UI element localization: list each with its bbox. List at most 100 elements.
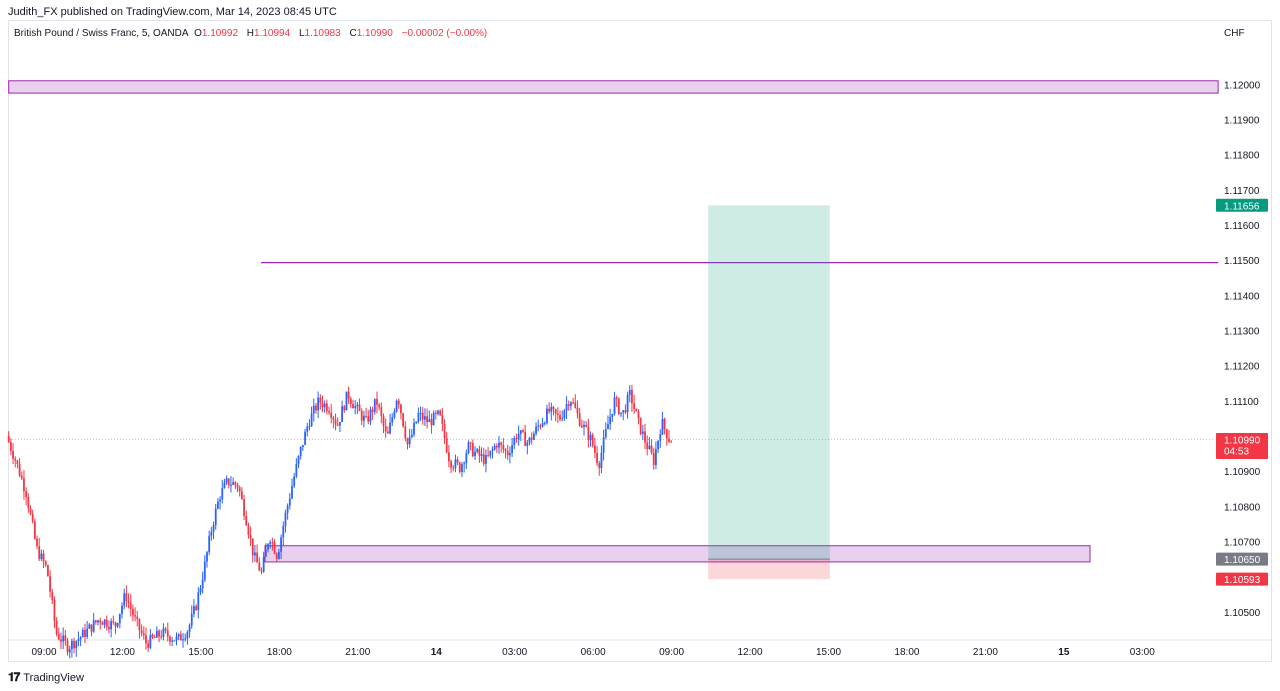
candle-body: [182, 639, 184, 641]
candle-body: [186, 632, 189, 639]
publisher-header: Judith_FX published on TradingView.com, …: [8, 6, 337, 18]
candle-body: [155, 630, 158, 638]
candle-body: [626, 394, 629, 413]
candle-body: [602, 437, 605, 453]
candle-body: [14, 458, 17, 461]
last-price-tag-bg: [1216, 433, 1268, 460]
candle-body: [517, 433, 520, 440]
candle-body: [212, 525, 215, 532]
entry-price-tag-bg: [1216, 552, 1268, 566]
candle-body: [604, 429, 607, 438]
candle-body: [312, 405, 315, 414]
candle-body: [461, 464, 463, 473]
candle-body: [53, 600, 56, 621]
candle-body: [195, 606, 198, 610]
candle-body: [97, 620, 99, 623]
candle-body: [254, 552, 256, 556]
time-tick-label: 21:00: [973, 647, 998, 658]
candle-body: [500, 442, 503, 446]
candle-body: [565, 404, 568, 411]
candle-body: [310, 413, 313, 427]
candle-body: [332, 417, 335, 420]
target-price-tag-bg: [1216, 198, 1268, 212]
candle-body: [415, 421, 418, 424]
candle-body: [84, 629, 86, 637]
candle-body: [509, 453, 511, 456]
last-price-tag: 1.10990: [1224, 436, 1261, 447]
candle-body: [476, 449, 479, 452]
currency-label: CHF: [1224, 28, 1245, 39]
position-stop-area: [708, 559, 830, 580]
candle-body: [447, 452, 450, 462]
time-tick-label: 15:00: [188, 647, 213, 658]
candle-body: [323, 403, 326, 408]
candle-body: [7, 436, 10, 442]
candle-body: [188, 625, 191, 633]
candle-body: [469, 442, 472, 444]
candle-body: [29, 507, 32, 514]
candle-body: [249, 534, 252, 539]
candle-body: [504, 449, 507, 452]
candle-body: [304, 431, 306, 445]
candle-body: [166, 630, 169, 637]
candle-body: [471, 443, 474, 457]
candle-body: [164, 628, 167, 631]
candle-body: [487, 455, 490, 457]
candle-body: [349, 398, 352, 404]
candle-body: [593, 445, 596, 453]
stop-price-tag: 1.10593: [1224, 575, 1261, 586]
candle-body: [245, 516, 248, 526]
candle-body: [389, 422, 391, 434]
candle-body: [190, 613, 193, 626]
candle-body: [315, 405, 317, 411]
candle-body: [317, 397, 320, 411]
candle-body: [386, 431, 389, 434]
candle-body: [210, 531, 213, 536]
candle-body: [570, 402, 572, 407]
candle-body: [443, 423, 446, 439]
candle-body: [208, 535, 211, 553]
candle-body: [354, 406, 357, 409]
candle-body: [236, 484, 239, 488]
candle-body: [633, 403, 636, 409]
time-tick-label: 15: [1058, 647, 1070, 658]
candle-body: [267, 544, 269, 550]
candle-body: [535, 426, 537, 434]
time-tick-label: 14: [431, 647, 443, 658]
candle-body: [260, 570, 263, 572]
candle-body: [114, 622, 117, 627]
price-tick-label: 1.11800: [1224, 151, 1260, 162]
candle-body: [291, 486, 293, 499]
price-tick-label: 1.10900: [1224, 467, 1261, 478]
candle-body: [358, 404, 361, 412]
candle-body: [639, 417, 642, 434]
price-tick-label: 1.11600: [1224, 221, 1260, 232]
candle-body: [138, 619, 141, 631]
position-target-area: [708, 205, 830, 560]
candle-body: [36, 538, 38, 547]
candle-body: [391, 417, 394, 423]
candle-body: [620, 412, 622, 414]
candle-body: [502, 445, 505, 450]
candle-body: [406, 438, 409, 445]
candle-body: [330, 412, 333, 418]
price-tick-label: 1.11300: [1224, 327, 1260, 338]
candle-body: [432, 412, 435, 426]
footer: 𝟏𝟕 TradingView: [8, 670, 84, 685]
candle-body: [278, 551, 280, 559]
candle-body: [635, 408, 638, 412]
candle-body: [9, 441, 12, 451]
candle-body: [563, 410, 566, 419]
candle-body: [47, 565, 49, 577]
candle-body: [219, 499, 221, 502]
candle-body: [221, 487, 224, 500]
candle-body: [574, 402, 577, 408]
candle-body: [132, 608, 134, 616]
candle-body: [424, 416, 426, 420]
candle-body: [199, 588, 202, 593]
time-tick-label: 03:00: [1130, 647, 1155, 658]
candle-body: [40, 553, 43, 560]
candle-body: [363, 415, 365, 421]
candle-body: [230, 484, 232, 486]
